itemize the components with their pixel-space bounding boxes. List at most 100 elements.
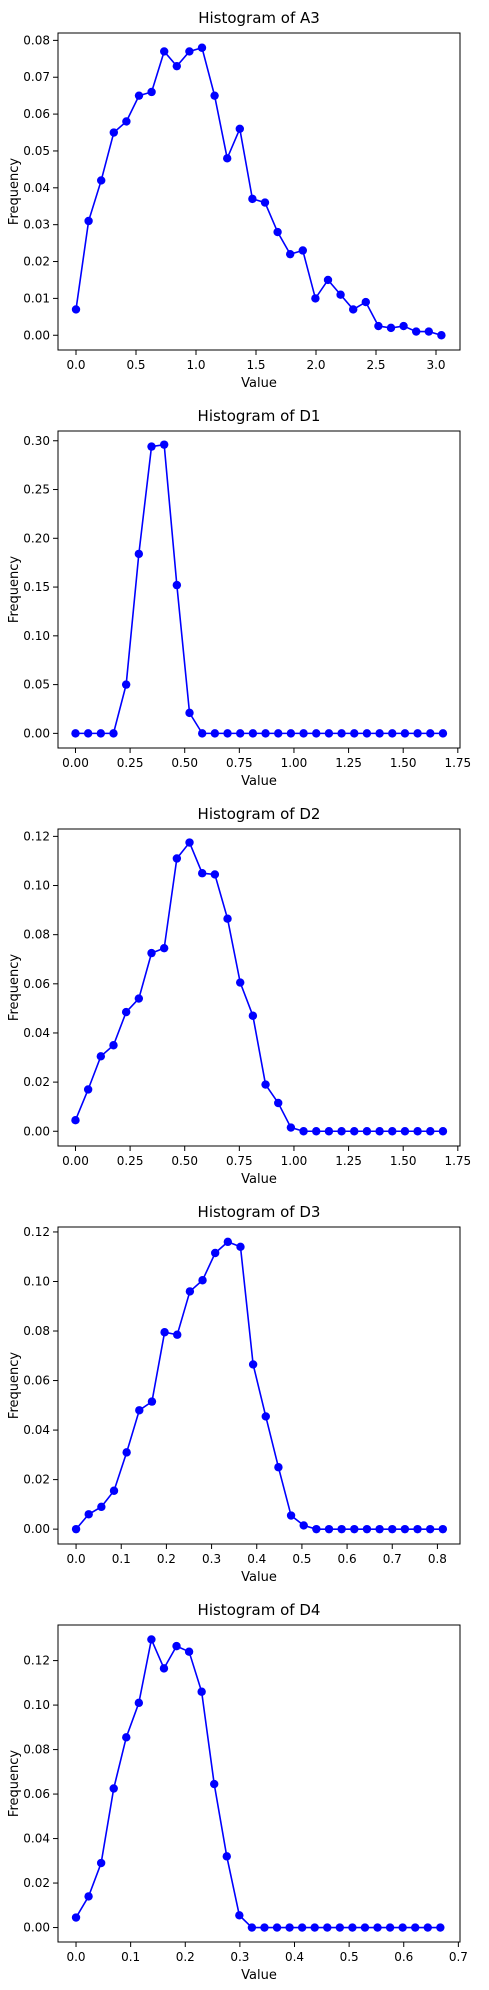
x-tick-label: 0.00 [62,756,89,770]
data-point [172,580,182,590]
x-tick-label: 2.0 [306,358,325,372]
data-point [147,1397,157,1406]
data-point [362,1524,372,1534]
y-tick-label: 0.25 [23,483,50,497]
data-point [438,729,448,738]
data-point [185,708,194,718]
data-point [348,1923,357,1932]
data-point [274,729,283,738]
data-point [437,331,446,340]
x-axis-label: Value [241,1570,277,1585]
y-tick-label: 0.10 [23,879,50,893]
data-point [361,297,370,307]
data-point [425,1524,435,1534]
x-tick-label: 0.8 [428,1552,447,1566]
x-tick-label: 1.25 [335,756,362,770]
series-line [75,1636,441,1929]
data-point [83,1085,93,1094]
x-tick-label: 1.75 [444,1154,471,1168]
y-tick-label: 0.02 [23,1473,50,1487]
data-point [299,1127,308,1136]
series-line [74,840,443,1133]
x-tick-label: 3.0 [426,358,445,372]
x-tick-label: 0.25 [117,756,144,770]
data-point [337,729,346,738]
data-point [160,47,169,56]
data-point [248,1360,258,1369]
y-tick-label: 0.08 [23,33,50,47]
data-point [399,321,408,331]
data-point [426,1127,435,1136]
y-tick-label: 0.15 [23,580,50,594]
data-point [274,1463,283,1472]
data-point [337,1127,346,1136]
x-tick-label: 1.00 [281,1154,308,1168]
chart-title: Histogram of D4 [198,1601,321,1619]
data-point [350,1127,359,1136]
x-tick-label: 0.5 [292,1552,311,1566]
data-point [71,1913,81,1922]
x-tick-label: 0.4 [247,1552,266,1566]
plot-frame [57,828,461,1147]
y-tick-label: 0.08 [23,1743,50,1757]
y-tick-label: 0.08 [23,1324,50,1338]
data-point [97,176,106,185]
y-tick-label: 0.10 [23,1698,50,1712]
data-point [222,1852,231,1861]
data-point [388,729,397,738]
data-point [274,1098,283,1108]
data-point [362,729,372,738]
data-point [413,729,422,738]
data-point [223,729,232,738]
data-point [236,1242,245,1252]
y-tick-label: 0.07 [23,70,50,84]
y-tick-label: 0.05 [23,678,50,692]
y-tick-label: 0.00 [23,1522,50,1536]
data-point [197,1687,206,1696]
x-tick-label: 0.50 [171,1154,198,1168]
y-tick-label: 0.05 [23,144,50,158]
x-tick-label: 0.7 [383,1552,402,1566]
x-tick-label: 1.25 [335,1154,362,1168]
data-point [400,1127,410,1136]
y-tick-label: 0.10 [23,629,50,643]
data-point [311,294,320,303]
y-tick-label: 0.08 [23,928,50,942]
data-point [248,194,257,204]
y-tick-label: 0.06 [23,977,50,991]
data-point [412,327,421,336]
data-point [96,1052,106,1061]
y-tick-label: 0.02 [23,255,50,269]
data-point [135,1406,144,1415]
data-point [350,1524,359,1534]
data-point [172,1641,181,1651]
data-point [261,1412,270,1421]
data-point [336,290,345,299]
x-tick-label: 1.75 [444,756,471,770]
data-point [185,838,194,847]
x-tick-label: 0.0 [66,1950,85,1964]
data-point [324,1524,334,1534]
data-point [210,1779,219,1789]
y-tick-label: 0.04 [23,1832,50,1846]
data-point [272,1923,282,1932]
data-point [159,440,169,449]
x-axis-label: Value [241,1172,277,1187]
y-tick-label: 0.12 [23,829,50,843]
data-point [247,1923,257,1932]
y-tick-label: 0.03 [23,218,50,232]
data-point [349,305,358,314]
y-axis-label: Frequency [7,954,22,1021]
data-point [109,128,119,137]
y-tick-label: 0.12 [23,1654,50,1668]
x-tick-label: 0.00 [62,1154,89,1168]
data-point [286,1511,296,1520]
y-tick-label: 0.04 [23,181,50,195]
data-point [121,680,131,689]
data-point [197,43,207,52]
x-tick-label: 1.50 [390,1154,417,1168]
y-tick-label: 0.00 [23,328,50,342]
data-point [323,1923,332,1932]
data-point [260,1923,269,1932]
data-point [388,1524,397,1534]
